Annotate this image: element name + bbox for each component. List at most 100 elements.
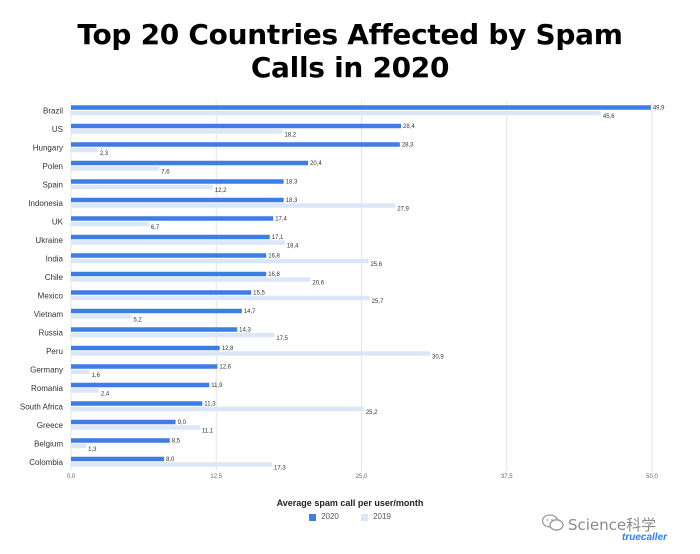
- bar-2019: [71, 425, 200, 430]
- data-label-2019: 18,4: [287, 243, 299, 249]
- data-label-2019: 11,1: [202, 428, 214, 434]
- bar-2020: [71, 253, 267, 258]
- data-label-2020: 12,6: [219, 364, 231, 370]
- bar-2020: [71, 160, 309, 166]
- legend: 2020 2019: [0, 512, 700, 521]
- bar-2019: [71, 110, 601, 116]
- bar-2020: [71, 271, 267, 277]
- bar-2019: [71, 203, 396, 208]
- bar-2019: [71, 147, 98, 153]
- bar-2019: [71, 369, 90, 375]
- legend-item-2020[interactable]: 2020: [309, 512, 339, 521]
- category-label: Belgium: [34, 439, 63, 448]
- bar-2019: [71, 240, 285, 245]
- category-label: Mexico: [38, 291, 64, 300]
- data-label-2020: 28,3: [402, 142, 414, 148]
- bar-2019: [71, 277, 311, 282]
- category-label: India: [46, 254, 64, 263]
- x-tick-label: 12,5: [210, 474, 222, 480]
- bar-2019: [71, 351, 431, 356]
- bar-2020: [71, 438, 170, 443]
- bar-2019: [71, 406, 364, 412]
- x-tick-label: 25,0: [356, 474, 368, 480]
- category-label: South Africa: [20, 402, 64, 411]
- category-label: Indonesia: [28, 199, 63, 208]
- legend-item-2019[interactable]: 2019: [361, 512, 391, 521]
- legend-swatch-2020: [309, 513, 317, 521]
- chart-title-line-2: Calls in 2020: [250, 51, 450, 84]
- bar-2020: [71, 234, 270, 240]
- bar-2020: [71, 142, 400, 147]
- bar-2020: [71, 197, 284, 203]
- data-label-2020: 11,3: [204, 401, 216, 407]
- data-label-2019: 45,6: [603, 114, 615, 120]
- category-label: Polen: [43, 162, 63, 171]
- x-axis-label: Average spam call per user/month: [277, 498, 424, 508]
- data-label-2020: 49,9: [653, 105, 665, 111]
- chart-title: Top 20 Countries Affected by Spam Calls …: [0, 18, 700, 84]
- bar-2020: [71, 382, 210, 388]
- category-label: Germany: [30, 365, 63, 374]
- data-label-2019: 17,5: [276, 336, 288, 342]
- bar-2019: [71, 314, 132, 319]
- data-label-2019: 6,7: [151, 225, 160, 231]
- bar-2019: [71, 295, 370, 301]
- bar-2020: [71, 216, 274, 221]
- data-label-2020: 9,0: [178, 420, 187, 426]
- bar-2019: [71, 332, 275, 338]
- data-label-2019: 12,2: [215, 188, 227, 194]
- data-label-2020: 8,5: [172, 438, 181, 444]
- bar-2020: [71, 290, 252, 295]
- data-label-2020: 14,3: [239, 327, 251, 333]
- bar-2020: [71, 456, 164, 462]
- bar-2019: [71, 462, 273, 467]
- bar-2020: [71, 105, 651, 110]
- bar-2020: [71, 401, 203, 406]
- data-label-2019: 27,9: [397, 206, 409, 212]
- watermark-text: Science科学: [568, 516, 657, 534]
- data-label-2019: 18,2: [284, 132, 296, 138]
- category-label: Romania: [31, 384, 64, 393]
- bar-2020: [71, 345, 220, 351]
- legend-swatch-2019: [361, 513, 369, 521]
- legend-label-2020: 2020: [321, 512, 339, 522]
- category-label: Brazil: [43, 106, 63, 115]
- data-label-2020: 14,7: [244, 309, 256, 315]
- chart-title-line-1: Top 20 Countries Affected by Spam: [77, 18, 623, 51]
- category-label: US: [52, 125, 63, 134]
- data-label-2019: 25,7: [372, 299, 384, 305]
- bar-2019: [71, 166, 160, 171]
- x-tick-label: 50,0: [646, 474, 658, 480]
- bar-2020: [71, 123, 402, 129]
- bar-2019: [71, 184, 213, 190]
- data-label-2020: 15,5: [253, 290, 265, 296]
- data-label-2019: 20,6: [312, 280, 324, 286]
- bar-2020: [71, 327, 238, 332]
- data-label-2019: 25,6: [370, 262, 382, 268]
- data-label-2020: 17,1: [272, 235, 284, 241]
- x-tick-label: 0,0: [67, 474, 76, 480]
- wechat-icon: [542, 514, 564, 531]
- bar-2020: [71, 419, 176, 425]
- category-label: Peru: [46, 347, 63, 356]
- bar-2020: [71, 179, 284, 184]
- bar-2019: [71, 221, 149, 227]
- bar-2020: [71, 308, 242, 314]
- category-label: Ukraine: [35, 236, 63, 245]
- bar-2019: [71, 443, 87, 449]
- data-label-2020: 18,3: [286, 198, 298, 204]
- data-label-2019: 17,3: [274, 465, 286, 471]
- data-label-2020: 18,3: [286, 179, 298, 185]
- data-label-2020: 8,0: [166, 457, 175, 463]
- category-label: UK: [52, 217, 64, 226]
- data-label-2019: 2,4: [101, 391, 110, 397]
- data-label-2019: 2,3: [100, 151, 109, 157]
- watermark: Science科学 truecaller: [542, 510, 692, 544]
- data-label-2020: 16,8: [268, 253, 280, 259]
- data-label-2019: 25,2: [366, 410, 378, 416]
- category-label: Chile: [45, 273, 64, 282]
- bar-2019: [71, 258, 369, 264]
- data-label-2019: 5,2: [133, 317, 142, 323]
- data-label-2019: 30,9: [432, 354, 444, 360]
